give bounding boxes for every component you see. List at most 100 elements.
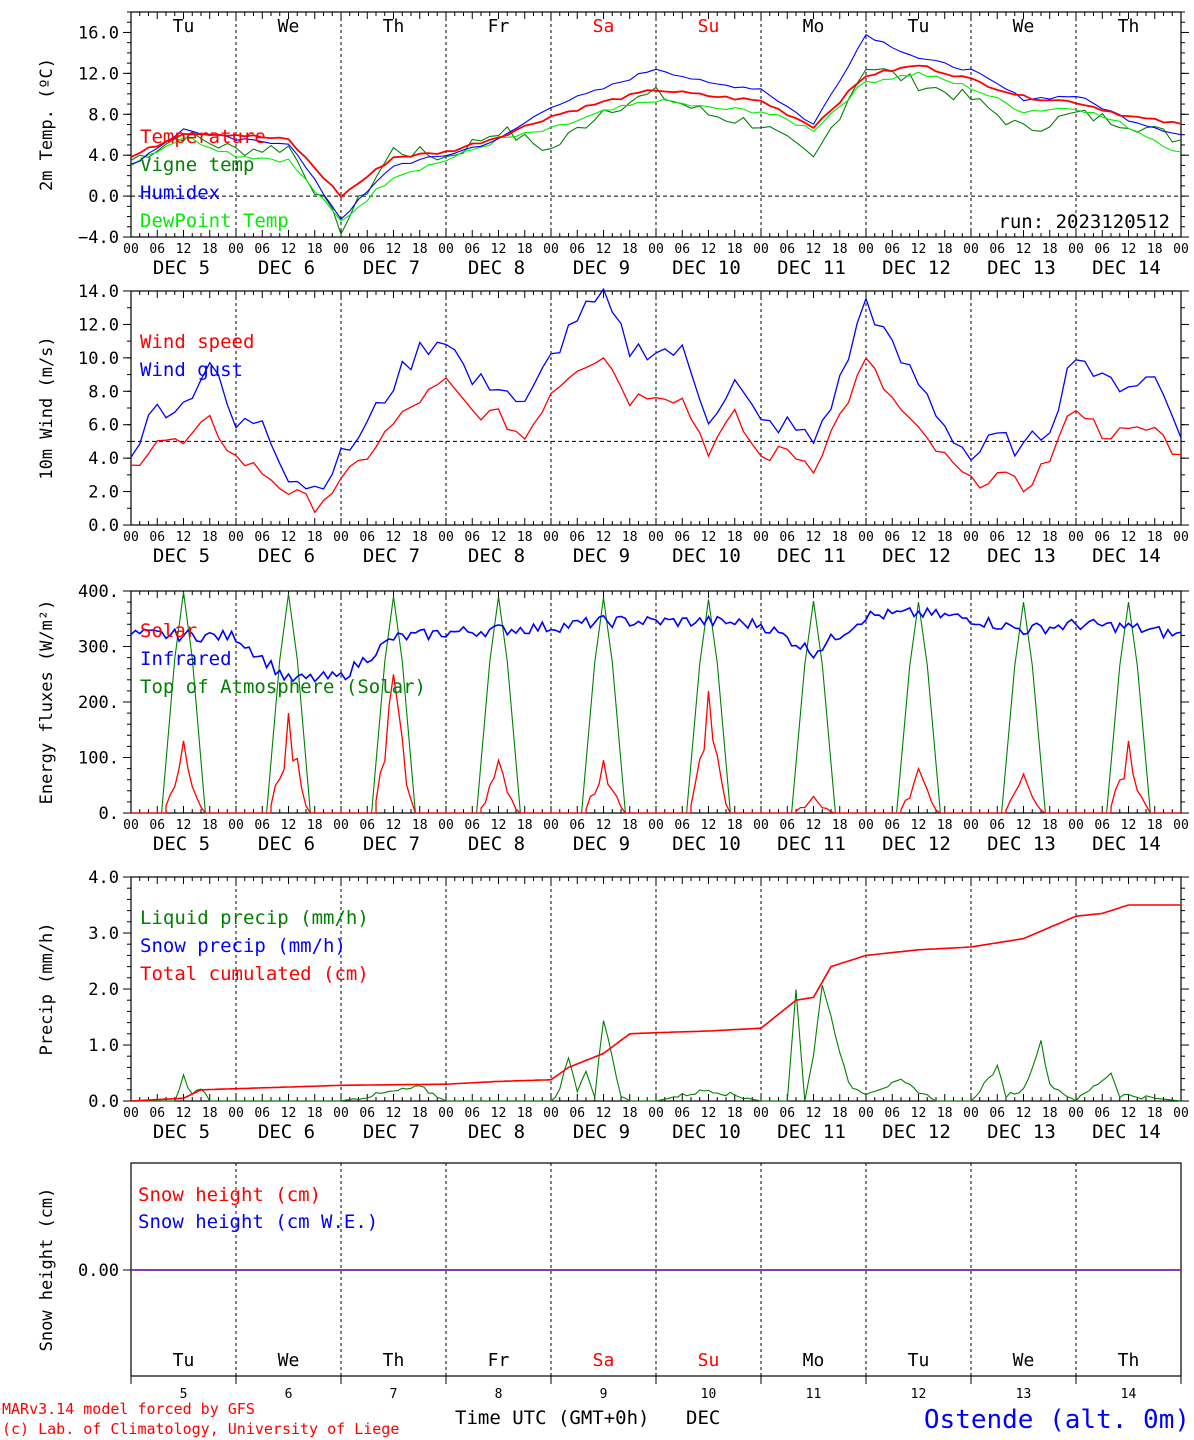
bottom-day-label: 12	[911, 1387, 927, 1402]
hour-tick-label: 06	[989, 242, 1005, 257]
hour-tick-label: 00	[963, 818, 979, 833]
bottom-day-label: 8	[495, 1387, 503, 1402]
hour-tick-label: 06	[1094, 818, 1110, 833]
y-tick-label: 0.0	[88, 1092, 119, 1112]
weekday-label-bottom: Tu	[908, 1350, 930, 1371]
hour-tick-label: 00	[858, 242, 874, 257]
hour-tick-label: 18	[727, 818, 743, 833]
hour-tick-label: 12	[701, 530, 717, 545]
weekday-label-bottom: Th	[1118, 1350, 1140, 1371]
hour-tick-label: 12	[1121, 242, 1137, 257]
wind-series-line	[130, 356, 1182, 514]
hour-tick-label: 18	[517, 818, 533, 833]
hour-tick-label: 06	[569, 1106, 585, 1121]
hour-tick-label: 18	[517, 242, 533, 257]
hour-tick-label: 00	[1068, 242, 1084, 257]
hour-tick-label: 06	[569, 818, 585, 833]
y-tick-label: 8.0	[88, 382, 119, 402]
hour-tick-label: 06	[149, 818, 165, 833]
solar-line	[551, 760, 656, 814]
hour-tick-label: 00	[123, 242, 139, 257]
y-tick-label: 200.	[78, 693, 119, 713]
hour-tick-label: 00	[228, 1106, 244, 1121]
hour-tick-label: 00	[1173, 1106, 1189, 1121]
hour-tick-label: 12	[1121, 818, 1137, 833]
weekday-label-bottom: We	[278, 1350, 300, 1371]
date-label: DEC 11	[777, 833, 846, 855]
hour-tick-label: 18	[622, 242, 638, 257]
hour-tick-label: 18	[1042, 818, 1058, 833]
hour-tick-label: 00	[858, 530, 874, 545]
legend-entry: Wind speed	[140, 331, 254, 353]
hour-tick-label: 06	[149, 242, 165, 257]
weekday-label-bottom: We	[1013, 1350, 1035, 1371]
hour-tick-label: 18	[307, 530, 323, 545]
hour-tick-label: 12	[596, 1106, 612, 1121]
hour-tick-label: 18	[937, 818, 953, 833]
hour-tick-label: 12	[701, 1106, 717, 1121]
date-label: DEC 10	[672, 1121, 741, 1143]
hour-tick-label: 06	[359, 1106, 375, 1121]
weekday-label: Sa	[593, 16, 615, 37]
weekday-label-bottom: Mo	[803, 1350, 825, 1371]
legend-entry: Solar	[140, 620, 197, 642]
hour-tick-label: 12	[806, 818, 822, 833]
hour-tick-label: 00	[543, 242, 559, 257]
date-label: DEC 6	[258, 1121, 315, 1143]
date-label: DEC 11	[777, 1121, 846, 1143]
hour-tick-label: 06	[674, 530, 690, 545]
hour-tick-label: 00	[543, 530, 559, 545]
date-label: DEC 12	[882, 833, 951, 855]
hour-tick-label: 00	[648, 530, 664, 545]
date-label: DEC 8	[468, 257, 525, 279]
hour-tick-label: 12	[596, 530, 612, 545]
y-tick-label: 16.0	[78, 23, 119, 43]
hour-tick-label: 00	[963, 530, 979, 545]
solar-line	[341, 674, 446, 814]
date-label: DEC 11	[777, 257, 846, 279]
hour-tick-label: 00	[1173, 530, 1189, 545]
hour-tick-label: 00	[123, 1106, 139, 1121]
bottom-day-label: 14	[1121, 1387, 1137, 1402]
hour-tick-label: 06	[149, 530, 165, 545]
hour-tick-label: 12	[386, 1106, 402, 1121]
hour-tick-label: 12	[1121, 1106, 1137, 1121]
hour-tick-label: 06	[1094, 1106, 1110, 1121]
hour-tick-label: 00	[1173, 818, 1189, 833]
legend-entry: Wind gust	[140, 359, 243, 381]
hour-tick-label: 06	[674, 818, 690, 833]
hour-tick-label: 00	[333, 818, 349, 833]
bottom-day-label: 10	[701, 1387, 717, 1402]
hour-tick-label: 06	[884, 818, 900, 833]
date-label: DEC 7	[363, 1121, 420, 1143]
hour-tick-label: 18	[307, 242, 323, 257]
hour-tick-label: 12	[1016, 242, 1032, 257]
date-label: DEC 5	[153, 545, 210, 567]
bottom-day-label: 6	[285, 1387, 293, 1402]
wind-series-line	[130, 287, 1182, 490]
y-tick-label: 8.0	[88, 105, 119, 125]
temp-series-line	[130, 71, 1182, 222]
legend-entry: Temperature	[140, 126, 266, 148]
month-label: DEC	[686, 1407, 720, 1429]
hour-tick-label: 00	[1068, 818, 1084, 833]
hour-tick-label: 06	[989, 530, 1005, 545]
solar-line	[866, 766, 971, 814]
hour-tick-label: 00	[543, 1106, 559, 1121]
date-label: DEC 13	[987, 545, 1056, 567]
date-label: DEC 5	[153, 257, 210, 279]
y-tick-label: 12.0	[78, 64, 119, 84]
weekday-label-bottom: Sa	[593, 1350, 615, 1371]
hour-tick-label: 00	[858, 1106, 874, 1121]
hour-tick-label: 06	[779, 530, 795, 545]
hour-tick-label: 12	[281, 530, 297, 545]
solar-line	[656, 690, 761, 814]
hour-tick-label: 06	[779, 1106, 795, 1121]
y-tick-label: −4.0	[78, 228, 119, 248]
hour-tick-label: 18	[307, 1106, 323, 1121]
y-tick-label: 300.	[78, 638, 119, 658]
date-label: DEC 8	[468, 833, 525, 855]
weekday-label: We	[278, 16, 300, 37]
hour-tick-label: 18	[517, 1106, 533, 1121]
hour-tick-label: 18	[622, 530, 638, 545]
